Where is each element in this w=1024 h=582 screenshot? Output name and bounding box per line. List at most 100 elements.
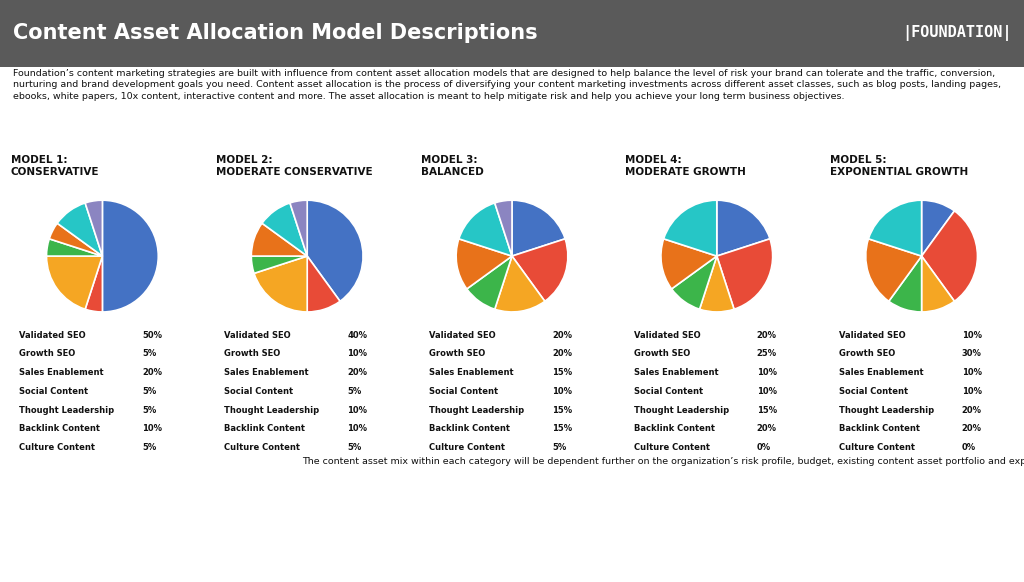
Wedge shape <box>889 256 922 312</box>
Wedge shape <box>251 256 307 274</box>
Text: Thought Leadership: Thought Leadership <box>429 406 524 414</box>
Text: Backlink Content: Backlink Content <box>839 424 920 434</box>
Text: MODEL 3:
BALANCED: MODEL 3: BALANCED <box>421 155 483 177</box>
Wedge shape <box>57 203 102 256</box>
Text: 15%: 15% <box>552 424 572 434</box>
Text: NO GUARANTEED RETURNS: NO GUARANTEED RETURNS <box>150 467 278 477</box>
Wedge shape <box>664 200 717 256</box>
Text: Backlink Content: Backlink Content <box>224 424 305 434</box>
Wedge shape <box>699 256 734 312</box>
Text: 10%: 10% <box>962 368 982 377</box>
Text: Social Content: Social Content <box>224 387 294 396</box>
Wedge shape <box>467 256 512 309</box>
Text: NOT ALGORITHM PROOF: NOT ALGORITHM PROOF <box>20 467 134 477</box>
Text: 5%: 5% <box>347 387 361 396</box>
Wedge shape <box>85 200 102 256</box>
Text: 10%: 10% <box>757 368 777 377</box>
Text: 5%: 5% <box>142 406 157 414</box>
Wedge shape <box>922 256 954 312</box>
Wedge shape <box>459 203 512 256</box>
Text: 10%: 10% <box>347 424 368 434</box>
Wedge shape <box>512 200 565 256</box>
Text: 15%: 15% <box>552 368 572 377</box>
Text: MAY LOSE VALUE: MAY LOSE VALUE <box>19 499 99 508</box>
Text: Growth SEO: Growth SEO <box>839 349 895 359</box>
Text: MODEL 2:
MODERATE CONSERVATIVE: MODEL 2: MODERATE CONSERVATIVE <box>216 155 373 177</box>
Text: Growth SEO: Growth SEO <box>429 349 485 359</box>
Text: Backlink Content: Backlink Content <box>429 424 510 434</box>
Text: Social Content: Social Content <box>634 387 703 396</box>
Text: Validated SEO: Validated SEO <box>429 331 496 340</box>
Wedge shape <box>46 239 102 256</box>
Text: Validated SEO: Validated SEO <box>19 331 86 340</box>
Text: 20%: 20% <box>552 349 572 359</box>
Text: Sales Enablement: Sales Enablement <box>224 368 309 377</box>
Text: Culture Content: Culture Content <box>224 443 300 452</box>
Text: 5%: 5% <box>347 443 361 452</box>
Text: Backlink Content: Backlink Content <box>634 424 715 434</box>
Text: ANNUAL ALLOCATION %s: ANNUAL ALLOCATION %s <box>123 499 239 508</box>
Text: 20%: 20% <box>347 368 368 377</box>
Text: Thought Leadership: Thought Leadership <box>224 406 319 414</box>
Text: Validated SEO: Validated SEO <box>224 331 291 340</box>
Text: The content asset mix within each category will be dependent further on the orga: The content asset mix within each catego… <box>302 457 1024 466</box>
Text: 25%: 25% <box>757 349 777 359</box>
Text: 5%: 5% <box>142 443 157 452</box>
Text: 10%: 10% <box>552 387 572 396</box>
Text: 40%: 40% <box>347 331 368 340</box>
Wedge shape <box>495 256 545 312</box>
Text: 10%: 10% <box>757 387 777 396</box>
Text: Culture Content: Culture Content <box>634 443 710 452</box>
Text: |FOUNDATION|: |FOUNDATION| <box>902 26 1012 41</box>
Text: Culture Content: Culture Content <box>19 443 95 452</box>
Wedge shape <box>307 200 364 301</box>
Wedge shape <box>254 256 307 312</box>
Text: Sales Enablement: Sales Enablement <box>634 368 719 377</box>
Wedge shape <box>865 239 922 301</box>
Text: Social Content: Social Content <box>839 387 908 396</box>
Wedge shape <box>46 256 102 309</box>
Text: Sales Enablement: Sales Enablement <box>429 368 514 377</box>
Wedge shape <box>102 200 159 312</box>
Text: 0%: 0% <box>962 443 976 452</box>
Text: Culture Content: Culture Content <box>839 443 914 452</box>
Text: Backlink Content: Backlink Content <box>19 424 100 434</box>
Wedge shape <box>49 223 102 256</box>
Text: 10%: 10% <box>347 406 368 414</box>
Text: 5%: 5% <box>552 443 566 452</box>
Text: 15%: 15% <box>552 406 572 414</box>
Text: 10%: 10% <box>347 349 368 359</box>
Text: Thought Leadership: Thought Leadership <box>839 406 934 414</box>
Wedge shape <box>495 200 512 256</box>
Text: 5%: 5% <box>142 349 157 359</box>
Text: Social Content: Social Content <box>429 387 499 396</box>
Wedge shape <box>512 239 568 301</box>
Wedge shape <box>717 239 773 309</box>
Text: Sales Enablement: Sales Enablement <box>19 368 104 377</box>
Text: Sales Enablement: Sales Enablement <box>839 368 924 377</box>
Text: 20%: 20% <box>757 424 777 434</box>
Wedge shape <box>922 211 978 301</box>
Text: Thought Leadership: Thought Leadership <box>634 406 729 414</box>
Text: 20%: 20% <box>962 424 982 434</box>
Wedge shape <box>868 200 922 256</box>
Text: 15%: 15% <box>757 406 777 414</box>
Wedge shape <box>922 200 954 256</box>
Text: 10%: 10% <box>142 424 163 434</box>
Text: Validated SEO: Validated SEO <box>839 331 905 340</box>
Text: 30%: 30% <box>962 349 981 359</box>
Wedge shape <box>307 256 340 312</box>
Text: 10%: 10% <box>962 387 982 396</box>
Text: 20%: 20% <box>757 331 777 340</box>
Text: Foundation’s content marketing strategies are built with influence from content : Foundation’s content marketing strategie… <box>13 69 1001 101</box>
Text: Culture Content: Culture Content <box>429 443 505 452</box>
Wedge shape <box>85 256 102 312</box>
Text: 20%: 20% <box>142 368 163 377</box>
Text: Growth SEO: Growth SEO <box>224 349 281 359</box>
Text: Content Asset Allocation Model Descriptions: Content Asset Allocation Model Descripti… <box>13 23 538 44</box>
Wedge shape <box>262 203 307 256</box>
Wedge shape <box>251 223 307 256</box>
Text: 50%: 50% <box>142 331 163 340</box>
Text: Validated SEO: Validated SEO <box>634 331 700 340</box>
Text: MODEL 4:
MODERATE GROWTH: MODEL 4: MODERATE GROWTH <box>626 155 746 177</box>
